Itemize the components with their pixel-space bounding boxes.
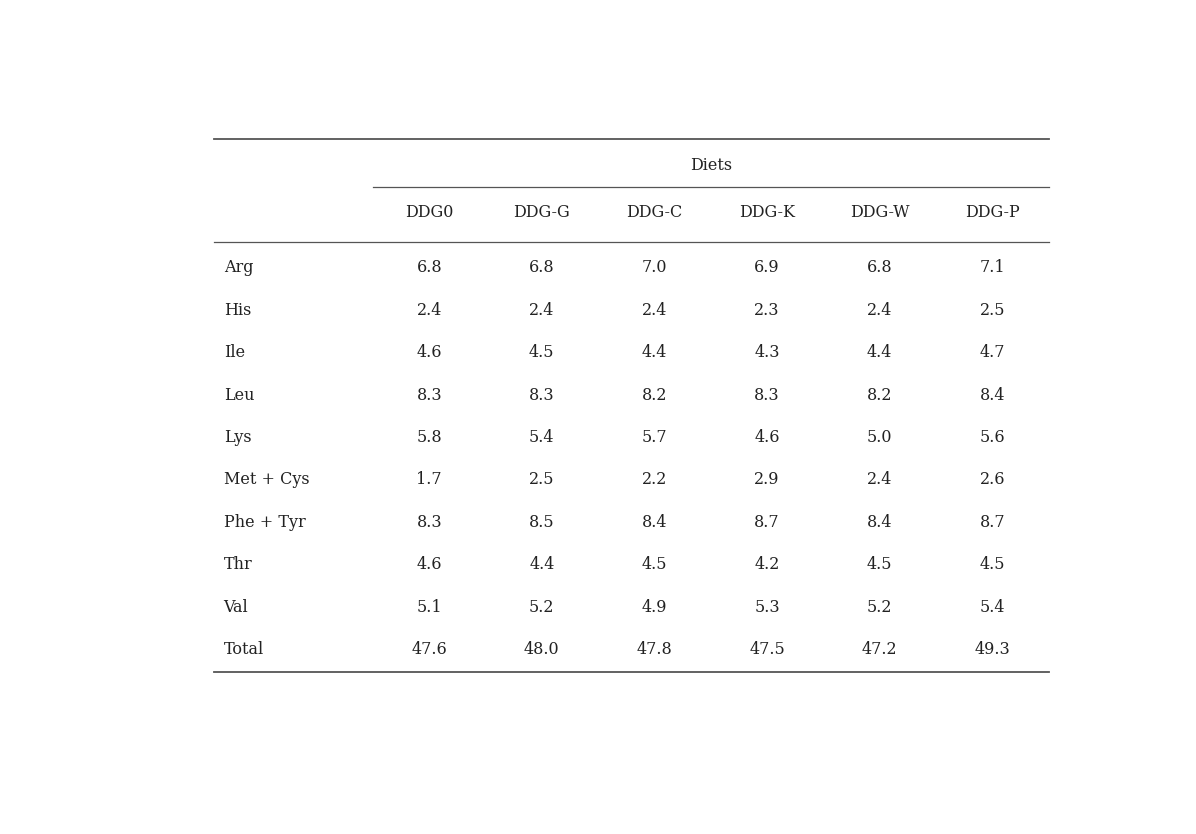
Text: 5.0: 5.0 (867, 429, 892, 446)
Text: 4.5: 4.5 (529, 344, 555, 361)
Text: Met + Cys: Met + Cys (224, 471, 310, 489)
Text: DDG-G: DDG-G (513, 203, 570, 221)
Text: DDG0: DDG0 (405, 203, 453, 221)
Text: DDG-W: DDG-W (850, 203, 909, 221)
Text: 4.5: 4.5 (642, 556, 667, 573)
Text: 47.2: 47.2 (862, 641, 897, 658)
Text: 47.6: 47.6 (411, 641, 447, 658)
Text: Total: Total (224, 641, 264, 658)
Text: 8.7: 8.7 (755, 514, 780, 531)
Text: Arg: Arg (224, 259, 254, 276)
Text: 5.8: 5.8 (416, 429, 443, 446)
Text: 4.4: 4.4 (642, 344, 667, 361)
Text: 4.6: 4.6 (416, 344, 443, 361)
Text: 2.9: 2.9 (755, 471, 780, 489)
Text: 49.3: 49.3 (975, 641, 1011, 658)
Text: 5.4: 5.4 (529, 429, 555, 446)
Text: 2.3: 2.3 (755, 302, 780, 319)
Text: 8.5: 8.5 (529, 514, 555, 531)
Text: 6.8: 6.8 (867, 259, 892, 276)
Text: 2.4: 2.4 (867, 471, 892, 489)
Text: 47.8: 47.8 (636, 641, 672, 658)
Text: 8.3: 8.3 (416, 387, 443, 404)
Text: 2.2: 2.2 (642, 471, 667, 489)
Text: 6.8: 6.8 (416, 259, 443, 276)
Text: 7.1: 7.1 (980, 259, 1005, 276)
Text: 2.4: 2.4 (416, 302, 441, 319)
Text: 4.5: 4.5 (867, 556, 892, 573)
Text: 4.7: 4.7 (980, 344, 1005, 361)
Text: 5.2: 5.2 (867, 599, 892, 615)
Text: Phe + Tyr: Phe + Tyr (224, 514, 305, 531)
Text: 4.4: 4.4 (529, 556, 555, 573)
Text: 8.7: 8.7 (980, 514, 1005, 531)
Text: Thr: Thr (224, 556, 252, 573)
Text: 4.5: 4.5 (980, 556, 1005, 573)
Text: Lys: Lys (224, 429, 251, 446)
Text: 2.5: 2.5 (529, 471, 555, 489)
Text: Ile: Ile (224, 344, 245, 361)
Text: 4.6: 4.6 (755, 429, 780, 446)
Text: 8.4: 8.4 (642, 514, 667, 531)
Text: 2.4: 2.4 (529, 302, 555, 319)
Text: 6.8: 6.8 (529, 259, 555, 276)
Text: Diets: Diets (690, 157, 732, 173)
Text: 8.2: 8.2 (867, 387, 892, 404)
Text: 4.4: 4.4 (867, 344, 892, 361)
Text: 2.4: 2.4 (642, 302, 667, 319)
Text: 4.9: 4.9 (642, 599, 667, 615)
Text: 4.2: 4.2 (755, 556, 780, 573)
Text: 7.0: 7.0 (642, 259, 667, 276)
Text: 48.0: 48.0 (524, 641, 560, 658)
Text: 5.3: 5.3 (755, 599, 780, 615)
Text: 5.7: 5.7 (641, 429, 667, 446)
Text: 5.6: 5.6 (980, 429, 1005, 446)
Text: DDG-K: DDG-K (739, 203, 795, 221)
Text: 5.4: 5.4 (980, 599, 1005, 615)
Text: DDG-C: DDG-C (627, 203, 683, 221)
Text: 4.3: 4.3 (755, 344, 780, 361)
Text: 6.9: 6.9 (755, 259, 780, 276)
Text: 5.2: 5.2 (529, 599, 555, 615)
Text: 2.5: 2.5 (980, 302, 1005, 319)
Text: 47.5: 47.5 (749, 641, 785, 658)
Text: 8.3: 8.3 (529, 387, 555, 404)
Text: 2.4: 2.4 (867, 302, 892, 319)
Text: 8.2: 8.2 (642, 387, 667, 404)
Text: DDG-P: DDG-P (965, 203, 1020, 221)
Text: 8.4: 8.4 (867, 514, 892, 531)
Text: Leu: Leu (224, 387, 255, 404)
Text: 8.3: 8.3 (755, 387, 780, 404)
Text: 8.3: 8.3 (416, 514, 443, 531)
Text: His: His (224, 302, 251, 319)
Text: 4.6: 4.6 (416, 556, 443, 573)
Text: 2.6: 2.6 (980, 471, 1005, 489)
Text: Val: Val (224, 599, 249, 615)
Text: 8.4: 8.4 (980, 387, 1005, 404)
Text: 1.7: 1.7 (416, 471, 443, 489)
Text: 5.1: 5.1 (416, 599, 443, 615)
